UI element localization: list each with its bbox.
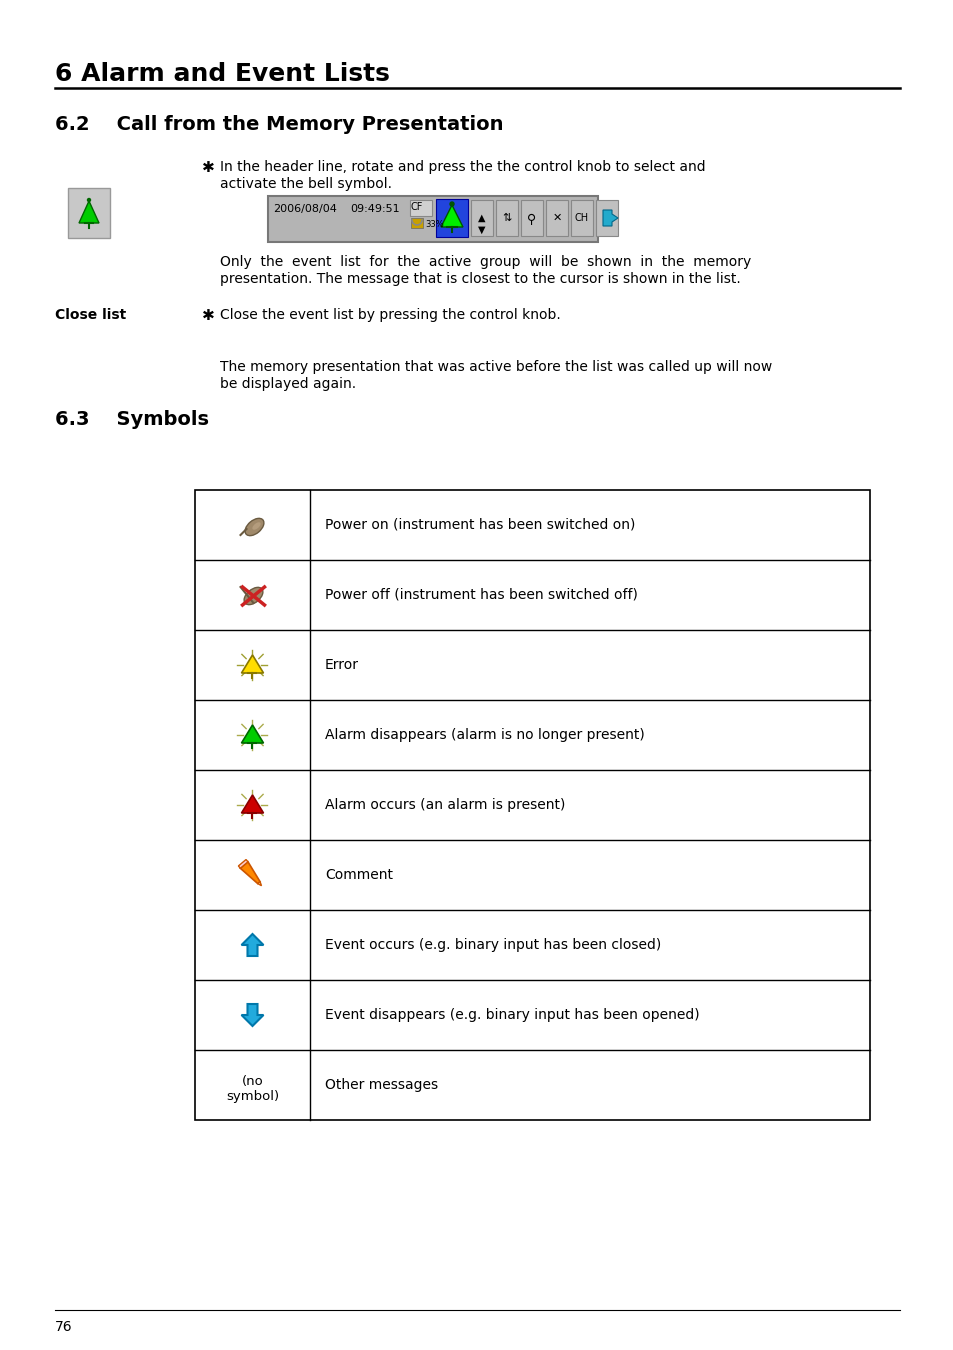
FancyBboxPatch shape [471, 200, 493, 236]
Polygon shape [238, 860, 248, 868]
Text: Power off (instrument has been switched off): Power off (instrument has been switched … [325, 589, 638, 602]
Text: The memory presentation that was active before the list was called up will now: The memory presentation that was active … [220, 360, 771, 374]
Text: CF: CF [411, 202, 423, 212]
Text: Alarm disappears (alarm is no longer present): Alarm disappears (alarm is no longer pre… [325, 728, 644, 743]
Polygon shape [240, 861, 260, 884]
Polygon shape [440, 205, 462, 227]
Polygon shape [241, 655, 263, 674]
Text: (no: (no [241, 1075, 263, 1088]
Text: be displayed again.: be displayed again. [220, 377, 355, 392]
Text: Power on (instrument has been switched on): Power on (instrument has been switched o… [325, 518, 635, 532]
Polygon shape [241, 934, 263, 956]
Circle shape [450, 202, 454, 207]
Text: In the header line, rotate and press the the control knob to select and: In the header line, rotate and press the… [220, 161, 705, 174]
Text: 33%: 33% [424, 220, 443, 230]
FancyBboxPatch shape [411, 217, 422, 228]
FancyBboxPatch shape [571, 200, 593, 236]
Ellipse shape [244, 587, 263, 605]
Ellipse shape [253, 522, 260, 529]
Polygon shape [79, 201, 99, 223]
Ellipse shape [245, 518, 264, 536]
Polygon shape [241, 795, 263, 813]
Text: 2006/08/04: 2006/08/04 [273, 204, 336, 215]
FancyBboxPatch shape [545, 200, 567, 236]
FancyBboxPatch shape [436, 198, 468, 238]
FancyBboxPatch shape [68, 188, 110, 238]
Text: ⚲: ⚲ [527, 213, 536, 225]
Text: presentation. The message that is closest to the cursor is shown in the list.: presentation. The message that is closes… [220, 271, 740, 286]
Text: Other messages: Other messages [325, 1079, 437, 1092]
Text: ⇅: ⇅ [502, 213, 511, 223]
Text: 6 Alarm and Event Lists: 6 Alarm and Event Lists [55, 62, 390, 86]
Polygon shape [241, 1004, 263, 1026]
FancyBboxPatch shape [194, 490, 869, 1120]
Text: 09:49:51: 09:49:51 [350, 204, 399, 215]
Text: ✱: ✱ [202, 161, 214, 176]
Text: Close list: Close list [55, 308, 126, 323]
Polygon shape [241, 725, 263, 743]
Text: 76: 76 [55, 1320, 72, 1334]
Text: Event disappears (e.g. binary input has been opened): Event disappears (e.g. binary input has … [325, 1008, 699, 1022]
FancyBboxPatch shape [268, 196, 598, 242]
Text: ✕: ✕ [552, 213, 561, 223]
Polygon shape [602, 211, 618, 225]
Text: activate the bell symbol.: activate the bell symbol. [220, 177, 392, 190]
Text: ✱: ✱ [202, 308, 214, 323]
Text: Close the event list by pressing the control knob.: Close the event list by pressing the con… [220, 308, 560, 323]
Text: Event occurs (e.g. binary input has been closed): Event occurs (e.g. binary input has been… [325, 938, 660, 952]
FancyBboxPatch shape [596, 200, 618, 236]
Text: CH: CH [575, 213, 588, 223]
Polygon shape [257, 882, 261, 886]
Text: symbol): symbol) [226, 1089, 279, 1103]
Text: Alarm occurs (an alarm is present): Alarm occurs (an alarm is present) [325, 798, 565, 811]
Text: 6.2    Call from the Memory Presentation: 6.2 Call from the Memory Presentation [55, 115, 503, 134]
FancyBboxPatch shape [496, 200, 517, 236]
Text: 6.3    Symbols: 6.3 Symbols [55, 410, 209, 429]
Text: Comment: Comment [325, 868, 393, 882]
Circle shape [88, 198, 91, 201]
Text: Only  the  event  list  for  the  active  group  will  be  shown  in  the  memor: Only the event list for the active group… [220, 255, 750, 269]
Text: ▲
▼: ▲ ▼ [477, 213, 485, 235]
Text: Error: Error [325, 657, 358, 672]
FancyBboxPatch shape [520, 200, 542, 236]
FancyBboxPatch shape [410, 200, 432, 216]
